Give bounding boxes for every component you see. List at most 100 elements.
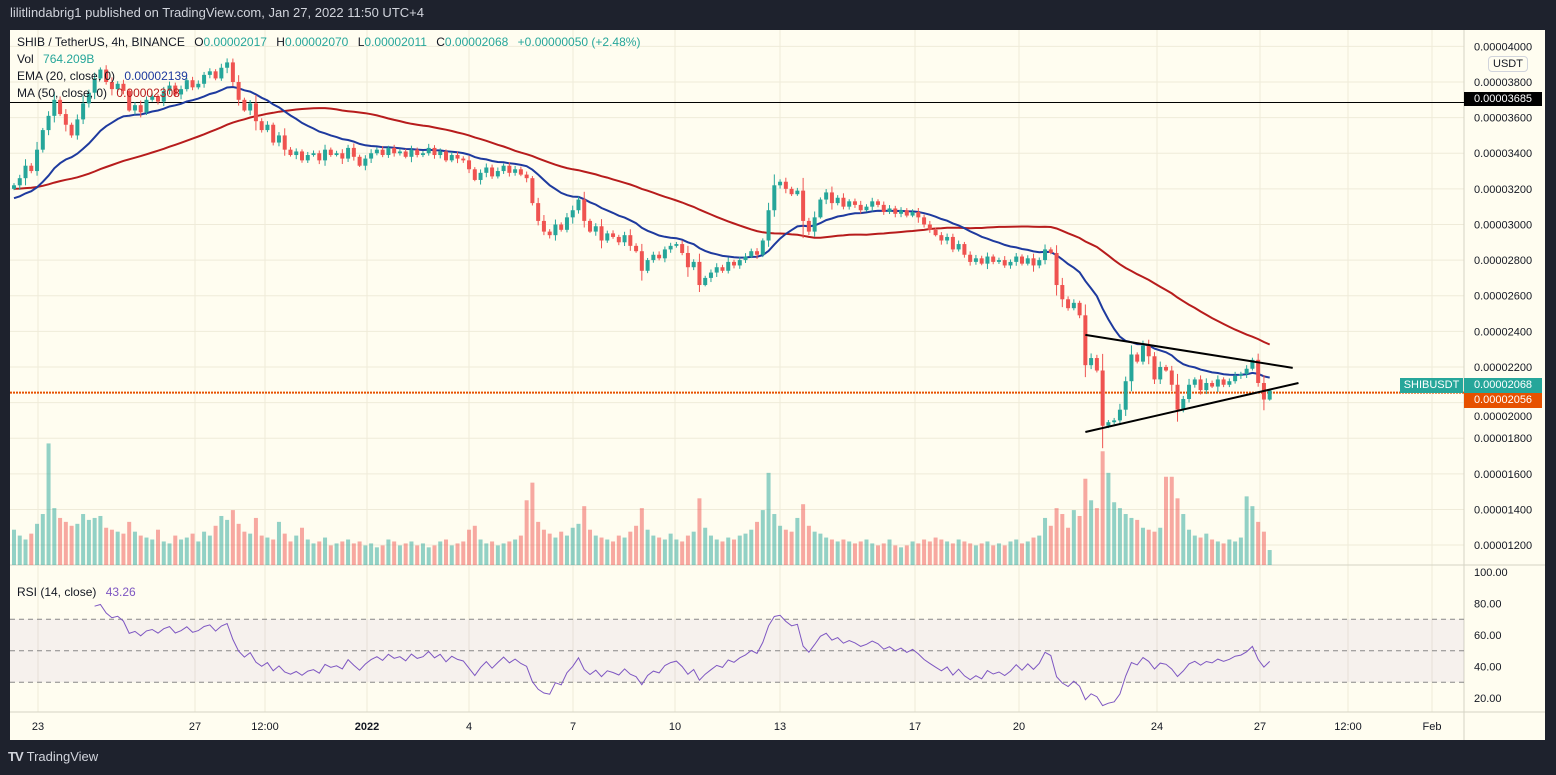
- candle: [1175, 373, 1180, 422]
- candle-body: [530, 178, 535, 204]
- rsi-legend[interactable]: RSI (14, close) 43.26: [17, 585, 136, 599]
- candle: [881, 201, 886, 215]
- candle-body: [63, 114, 68, 125]
- time-tick-label: 12:00: [1334, 721, 1362, 733]
- volume-bar: [432, 545, 437, 565]
- candle-body: [207, 71, 212, 75]
- candle-body: [541, 220, 546, 232]
- volume-bar: [870, 543, 875, 565]
- volume-bar: [714, 539, 719, 565]
- candle-body: [772, 185, 777, 211]
- candle: [409, 145, 414, 163]
- candle-body: [622, 235, 627, 243]
- candle: [1025, 255, 1030, 266]
- volume-bar: [657, 537, 662, 565]
- volume-bar: [1048, 525, 1053, 565]
- low-value: 0.00002011: [364, 35, 427, 49]
- candle: [795, 187, 800, 196]
- time-tick-label: 17: [909, 721, 921, 733]
- candle-body: [1106, 422, 1111, 426]
- candle: [121, 79, 126, 95]
- candle: [1198, 375, 1203, 395]
- candle: [789, 186, 794, 197]
- volume-bar: [685, 535, 690, 565]
- volume-bar: [1083, 478, 1088, 565]
- candle: [190, 76, 195, 91]
- volume-bar: [1002, 545, 1007, 565]
- candle: [1221, 377, 1226, 388]
- candle-body: [1198, 379, 1203, 391]
- candle-body: [472, 169, 477, 180]
- candle: [219, 63, 224, 81]
- candle: [927, 220, 932, 233]
- candle: [109, 77, 114, 96]
- volume-bar: [749, 529, 754, 565]
- candle: [490, 164, 495, 179]
- candle-body: [1066, 299, 1071, 309]
- candle-body: [847, 201, 852, 207]
- candle: [115, 81, 120, 92]
- volume-legend[interactable]: Vol 764.209B: [17, 52, 94, 66]
- candle: [1100, 353, 1105, 449]
- symbol-title[interactable]: SHIB / TetherUS, 4h, BINANCE: [17, 35, 185, 49]
- candle: [259, 118, 264, 133]
- volume-bar: [190, 533, 195, 565]
- candle-body: [691, 261, 696, 268]
- candle: [714, 263, 719, 277]
- candle-body: [927, 224, 932, 230]
- volume-bar: [645, 529, 650, 565]
- candle-body: [628, 235, 633, 246]
- volume-bar: [1129, 517, 1134, 565]
- ema-legend[interactable]: EMA (20, close, 0) 0.00002139: [17, 69, 188, 83]
- open-value: 0.00002017: [203, 35, 267, 49]
- volume-bar: [75, 523, 80, 565]
- candle: [58, 96, 63, 117]
- candle: [184, 78, 189, 92]
- candle-body: [881, 204, 886, 213]
- candle-body: [144, 99, 149, 113]
- candle: [766, 202, 771, 247]
- tradingview-logo[interactable]: TV TradingView: [8, 749, 98, 764]
- candle: [455, 151, 460, 164]
- volume-label: Vol: [17, 52, 34, 66]
- candle: [334, 150, 339, 157]
- volume-bar: [403, 543, 408, 565]
- candle: [593, 223, 598, 236]
- candle: [403, 148, 408, 159]
- volume-bar: [35, 523, 40, 565]
- rsi-value: 43.26: [105, 585, 136, 599]
- price-tick-label: 0.00002600: [1474, 291, 1532, 303]
- candle: [242, 97, 247, 112]
- volume-bar: [1014, 539, 1019, 565]
- candle: [311, 150, 316, 157]
- volume-bar: [426, 547, 431, 565]
- candle: [674, 241, 679, 248]
- volume-bar: [236, 523, 241, 565]
- candle: [248, 99, 253, 116]
- currency-button[interactable]: USDT: [1488, 56, 1528, 72]
- volume-bar: [121, 533, 126, 565]
- candle-body: [357, 156, 362, 166]
- candle: [835, 195, 840, 206]
- candle-body: [824, 192, 829, 200]
- candle: [922, 214, 927, 228]
- volume-bar: [755, 521, 760, 565]
- candle-body: [98, 69, 103, 79]
- candle: [634, 243, 639, 253]
- volume-bar: [150, 539, 155, 565]
- candle-body: [432, 147, 437, 156]
- time-tick-label: 24: [1151, 721, 1163, 733]
- last-price-label: 0.00002068: [1464, 378, 1542, 393]
- candle-body: [513, 169, 518, 173]
- candle: [950, 233, 955, 253]
- candle: [63, 109, 68, 132]
- candle: [346, 144, 351, 162]
- volume-bar: [1233, 541, 1238, 565]
- ma-legend[interactable]: MA (50, close, 0) 0.00002308: [17, 86, 180, 100]
- candle: [461, 156, 466, 163]
- candle-body: [253, 103, 258, 122]
- volume-bar: [899, 547, 904, 565]
- candle: [1238, 371, 1243, 379]
- volume-bar: [835, 541, 840, 565]
